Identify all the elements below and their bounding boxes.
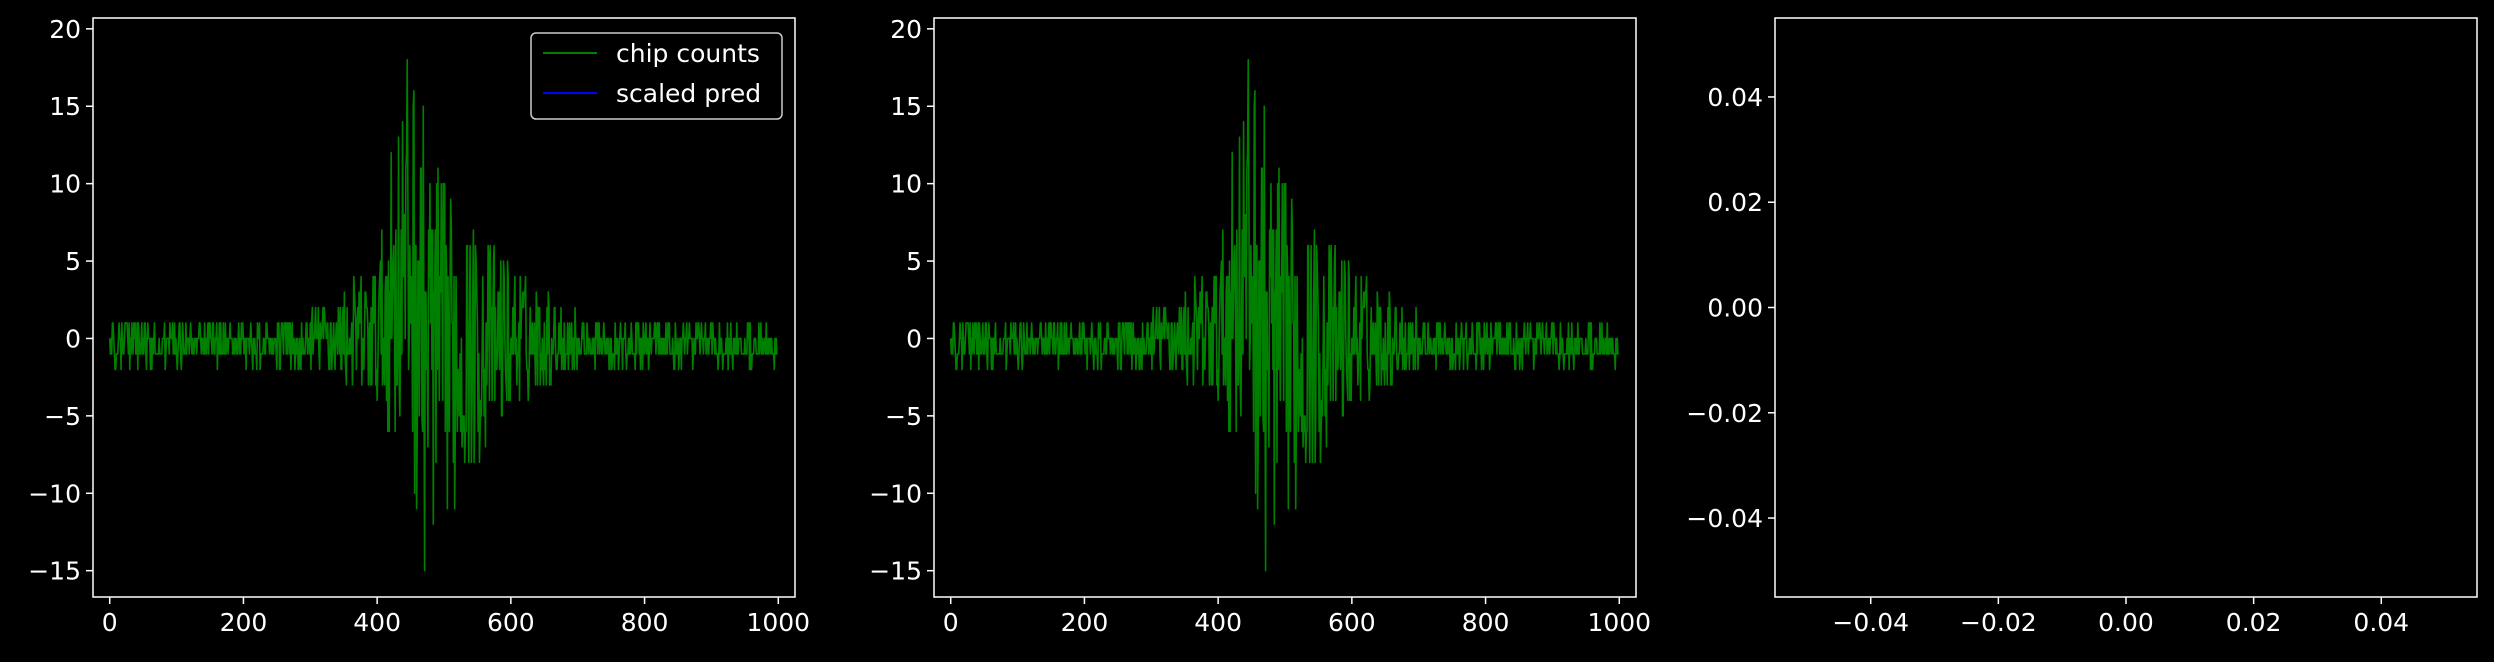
y-tick-label: 0 — [906, 324, 922, 353]
x-tick-label: −0.02 — [1960, 608, 2037, 637]
y-tick-label: 0.00 — [1707, 294, 1763, 323]
x-tick-label: 0.04 — [2353, 608, 2409, 637]
y-tick-label: 20 — [49, 15, 81, 44]
axes-frame — [933, 17, 1637, 598]
series-group — [108, 58, 778, 572]
y-tick-label: 15 — [49, 92, 81, 121]
x-tick-label: −0.04 — [1832, 608, 1909, 637]
x-tick-label: 0 — [102, 608, 118, 637]
x-tick-label: 800 — [621, 608, 669, 637]
series-line-0 — [949, 58, 1619, 572]
x-tick-label: 600 — [1328, 608, 1376, 637]
middle-chart: 0 200 400 600 800 1000 −15 −10 −5 0 5 10 15 20 — [869, 15, 1651, 637]
y-tick-label: 5 — [906, 247, 922, 276]
x-tick-label: 0 — [943, 608, 959, 637]
y-tick-label: 15 — [890, 92, 922, 121]
x-tick-label: 1000 — [746, 608, 810, 637]
y-tick-label: 0 — [65, 324, 81, 353]
x-tick-label: 1000 — [1587, 608, 1651, 637]
y-tick-label: 0.04 — [1707, 83, 1763, 112]
x-tick-label: 200 — [1061, 608, 1109, 637]
series-group — [949, 58, 1619, 572]
x-tick-label: 600 — [487, 608, 535, 637]
plot-area — [1775, 18, 2477, 597]
plot-area — [934, 18, 1636, 597]
legend: chip counts scaled pred — [530, 32, 783, 120]
legend-label-chip-counts: chip counts — [616, 39, 760, 68]
x-tick-label: 200 — [220, 608, 268, 637]
axes-frame — [92, 17, 796, 598]
y-tick-label: −5 — [885, 402, 922, 431]
x-tick-label: 800 — [1462, 608, 1510, 637]
y-tick-label: −15 — [28, 557, 81, 586]
right-chart: −0.04 −0.02 0.00 0.02 0.04 −0.04 −0.02 0.00 0.02… — [1686, 17, 2478, 637]
x-tick-label: 0.02 — [2226, 608, 2282, 637]
series-line-0 — [108, 58, 778, 572]
x-tick-label: 400 — [353, 608, 401, 637]
y-tick-label: −0.02 — [1686, 399, 1763, 428]
y-tick-label: −15 — [869, 557, 922, 586]
y-tick-label: −0.04 — [1686, 504, 1763, 533]
y-tick-label: 5 — [65, 247, 81, 276]
y-tick-label: 20 — [890, 15, 922, 44]
y-tick-label: 10 — [890, 170, 922, 199]
y-tick-label: −10 — [869, 479, 922, 508]
y-tick-label: −10 — [28, 479, 81, 508]
y-tick-label: −5 — [44, 402, 81, 431]
y-tick-label: 0.02 — [1707, 188, 1763, 217]
legend-label-scaled-pred: scaled pred — [616, 79, 761, 108]
y-tick-label: 10 — [49, 170, 81, 199]
legend-frame — [530, 32, 783, 120]
x-tick-label: 0.00 — [2098, 608, 2154, 637]
x-tick-label: 400 — [1194, 608, 1242, 637]
